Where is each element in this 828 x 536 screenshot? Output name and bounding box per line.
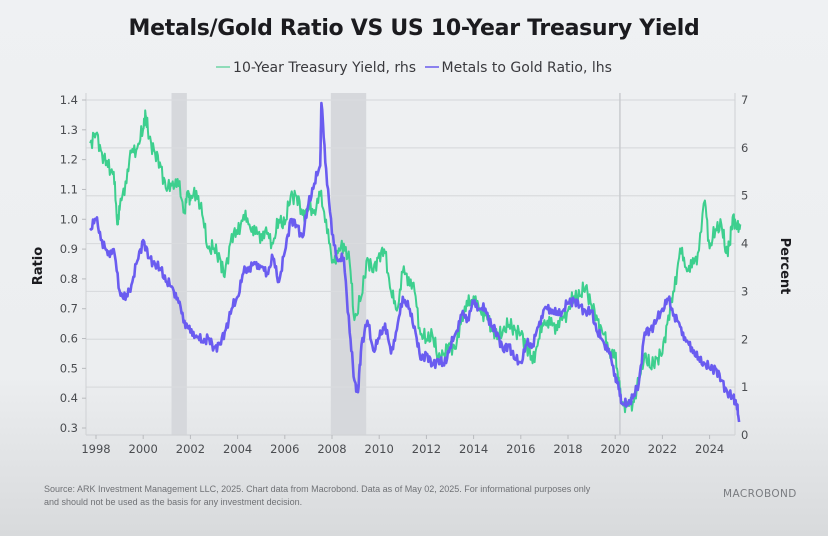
x-tick-label: 2022 xyxy=(648,442,677,456)
y-tick-label-right: 1 xyxy=(741,380,748,394)
y-tick-label-left: 0.9 xyxy=(60,242,78,256)
legend-swatch-ratio xyxy=(424,66,439,68)
x-tick-label: 2000 xyxy=(129,442,158,456)
y-tick-label-right: 2 xyxy=(741,332,748,346)
footer-note: Source: ARK Investment Management LLC, 2… xyxy=(44,483,684,509)
macrobond-logo: MACROBOND xyxy=(723,488,797,500)
y-tick-label-left: 0.6 xyxy=(60,332,78,346)
x-tick-label: 2006 xyxy=(270,442,299,456)
x-tick-label: 2018 xyxy=(553,442,582,456)
legend-item-ratio: Metals to Gold Ratio, lhs xyxy=(424,60,612,76)
x-tick-label: 2016 xyxy=(506,442,535,456)
y-tick-label-left: 0.5 xyxy=(60,361,78,375)
x-tick-label: 2020 xyxy=(601,442,630,456)
recession-band xyxy=(171,93,187,435)
y-tick-label-left: 0.4 xyxy=(60,391,78,405)
y-tick-label-left: 0.7 xyxy=(60,302,78,316)
y-tick-label-right: 3 xyxy=(741,284,748,298)
x-tick-label: 1998 xyxy=(81,442,110,456)
y-tick-label-right: 4 xyxy=(741,237,748,251)
recession-shading xyxy=(171,93,367,435)
y-tick-label-right: 5 xyxy=(741,189,748,203)
x-tick-label: 2024 xyxy=(695,442,724,456)
y-tick-label-left: 1.3 xyxy=(60,123,78,137)
legend-item-yield: 10-Year Treasury Yield, rhs xyxy=(216,60,420,76)
footer-disclaimer: and should not be used as the basis for … xyxy=(44,497,303,507)
x-tick-label: 2002 xyxy=(176,442,205,456)
series-lines xyxy=(89,101,742,423)
y-tick-label-left: 1.2 xyxy=(60,153,78,167)
tick-labels: 0.3 0.4 0.5 0.6 0.7 0.8 0.9 1.0 1.1 1.2 1.3 1.4 0 1 2 3… xyxy=(60,93,749,456)
y-axis-label-left: Ratio xyxy=(31,247,46,285)
footer-source: Source: ARK Investment Management LLC, 2… xyxy=(44,484,591,494)
legend-label-ratio: Metals to Gold Ratio, lhs xyxy=(441,60,612,76)
chart-title: Metals/Gold Ratio VS US 10-Year Treasury… xyxy=(128,16,700,41)
series-line-ratio xyxy=(89,101,741,423)
x-tick-label: 2004 xyxy=(223,442,252,456)
x-tick-label: 2010 xyxy=(365,442,394,456)
y-tick-label-left: 0.8 xyxy=(60,272,78,286)
y-tick-label-left: 0.3 xyxy=(60,421,78,435)
y-tick-label-left: 1.4 xyxy=(60,93,78,107)
x-tick-label: 2012 xyxy=(412,442,441,456)
y-axis-label-right: Percent xyxy=(777,238,792,295)
y-tick-label-right: 7 xyxy=(741,93,748,107)
y-tick-label-right: 0 xyxy=(741,428,748,442)
chart-legend: 10-Year Treasury Yield, rhs Metals to Go… xyxy=(0,60,828,76)
legend-label-yield: 10-Year Treasury Yield, rhs xyxy=(233,60,417,76)
y-tick-label-right: 6 xyxy=(741,141,748,155)
series-line-yield xyxy=(89,109,742,414)
x-tick-label: 2014 xyxy=(459,442,488,456)
x-tick-label: 2008 xyxy=(317,442,346,456)
legend-swatch-yield xyxy=(216,66,231,68)
axes xyxy=(85,93,736,436)
y-tick-label-left: 1.1 xyxy=(60,182,78,196)
y-tick-label-left: 1.0 xyxy=(60,212,78,226)
